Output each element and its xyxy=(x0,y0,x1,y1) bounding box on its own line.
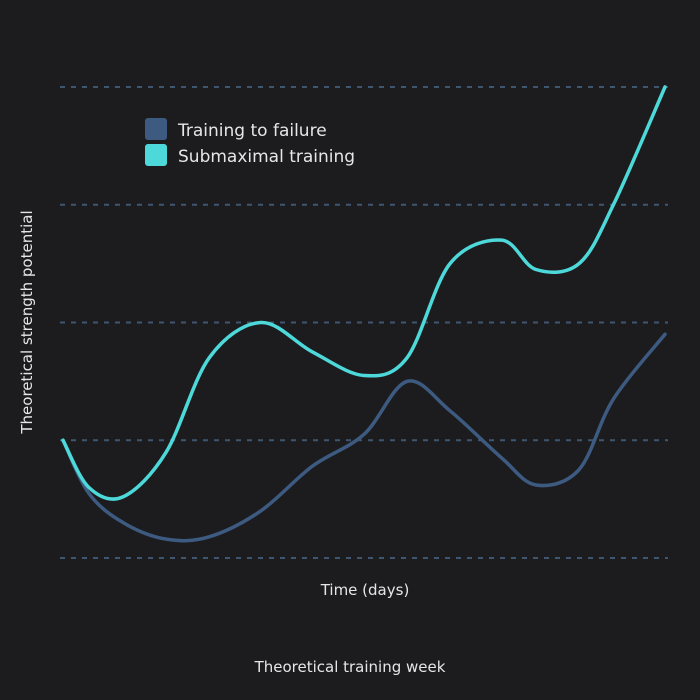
series-line-training-to-failure xyxy=(61,332,667,543)
series-lines xyxy=(61,85,667,543)
x-axis-label: Time (days) xyxy=(320,581,410,599)
legend-swatch-training-to-failure xyxy=(145,118,167,140)
legend-entry-submaximal-training: Submaximal training xyxy=(145,144,355,167)
grid-lines xyxy=(60,86,668,559)
legend-entry-training-to-failure: Training to failure xyxy=(145,118,327,141)
y-axis-label: Theoretical strength potential xyxy=(18,210,36,434)
legend: Training to failure Submaximal training xyxy=(145,118,355,167)
legend-swatch-submaximal-training xyxy=(145,144,167,166)
chart-footer-caption: Theoretical training week xyxy=(254,658,446,676)
legend-label-submaximal-training: Submaximal training xyxy=(178,147,355,167)
legend-label-training-to-failure: Training to failure xyxy=(177,121,327,141)
series-line-submaximal-training xyxy=(61,85,667,501)
